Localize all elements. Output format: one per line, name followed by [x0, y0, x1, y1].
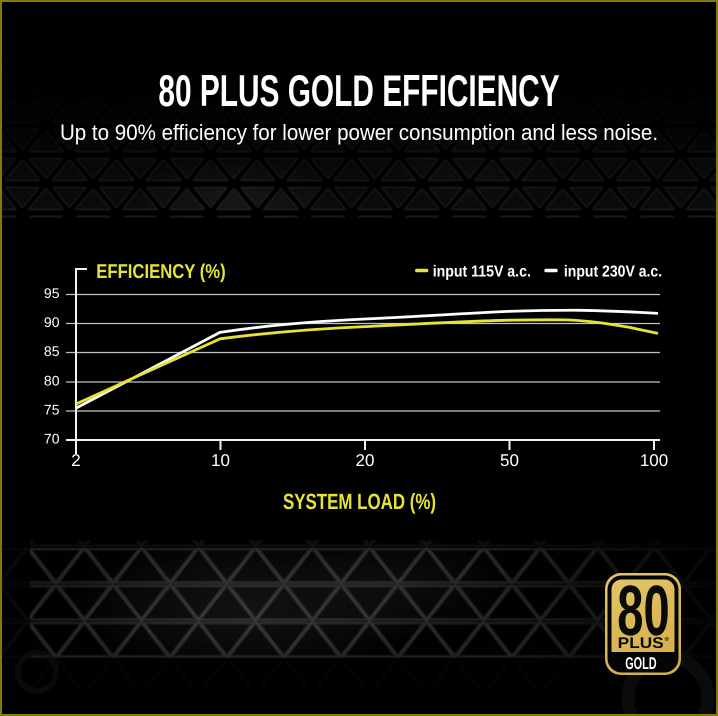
svg-text:10: 10 [211, 451, 230, 470]
svg-text:75: 75 [44, 402, 60, 418]
svg-text:80: 80 [44, 373, 60, 389]
svg-text:95: 95 [44, 285, 60, 301]
svg-text:50: 50 [500, 451, 519, 470]
svg-text:SYSTEM LOAD (%): SYSTEM LOAD (%) [283, 489, 436, 514]
svg-text:20: 20 [356, 451, 375, 470]
svg-text:85: 85 [44, 343, 60, 359]
svg-text:2: 2 [71, 451, 80, 470]
svg-text:input 230V a.c.: input 230V a.c. [564, 264, 662, 281]
svg-text:EFFICIENCY (%): EFFICIENCY (%) [96, 261, 225, 283]
svg-text:70: 70 [44, 431, 60, 447]
svg-text:90: 90 [44, 314, 60, 330]
svg-text:100: 100 [640, 451, 668, 470]
svg-text:PLUS: PLUS [617, 635, 663, 652]
svg-text:80: 80 [617, 573, 669, 651]
svg-text:input 115V a.c.: input 115V a.c. [433, 264, 531, 281]
svg-text:GOLD: GOLD [625, 654, 656, 673]
svg-text:®: ® [664, 636, 669, 643]
